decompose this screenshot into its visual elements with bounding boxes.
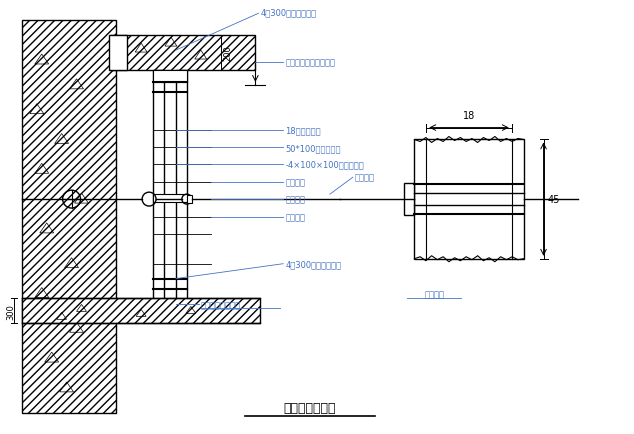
Bar xyxy=(22,21,116,413)
Text: 负二层（负一层）地室: 负二层（负一层）地室 xyxy=(285,58,335,67)
Bar xyxy=(415,140,524,259)
Text: 50*100木枋竖背楞: 50*100木枋竖背楞 xyxy=(285,144,340,153)
Bar xyxy=(153,71,164,309)
Bar xyxy=(110,36,256,71)
Text: 45: 45 xyxy=(548,195,560,205)
Bar xyxy=(187,196,192,204)
Bar xyxy=(176,71,187,309)
Text: 200: 200 xyxy=(224,45,233,61)
Text: 限位钢管: 限位钢管 xyxy=(355,173,375,182)
Text: 负三层（负二层）: 负三层（负二层） xyxy=(201,300,241,309)
Bar xyxy=(404,184,415,216)
Text: 木层大枝: 木层大枝 xyxy=(424,289,444,298)
Text: 步方大枝: 步方大枝 xyxy=(285,213,305,222)
Bar xyxy=(109,36,127,71)
Text: 钢管撑管: 钢管撑管 xyxy=(285,178,305,187)
Text: 4厚300宽钢板止水带: 4厚300宽钢板止水带 xyxy=(261,9,316,18)
Text: 4厚300宽钢板止水带: 4厚300宽钢板止水带 xyxy=(285,260,341,269)
Text: -4×100×100钢板止水片: -4×100×100钢板止水片 xyxy=(285,161,364,169)
Text: 18厚木胶合板: 18厚木胶合板 xyxy=(285,126,321,135)
Bar xyxy=(153,71,187,82)
Text: 18: 18 xyxy=(463,110,475,120)
Bar xyxy=(153,195,187,203)
Bar xyxy=(22,299,261,324)
Text: 挡墙模板支设图: 挡墙模板支设图 xyxy=(284,401,336,414)
Text: 对拉撑杆: 对拉撑杆 xyxy=(285,195,305,204)
Text: 300: 300 xyxy=(6,303,15,319)
